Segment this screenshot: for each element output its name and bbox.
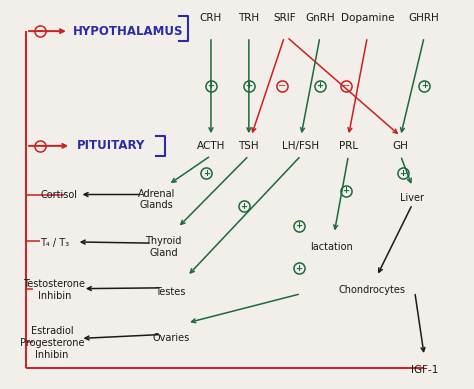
Text: HYPOTHALAMUS: HYPOTHALAMUS [73,25,183,38]
Text: SRIF: SRIF [273,12,296,23]
Text: Chondrocytes: Chondrocytes [338,285,406,295]
Text: TSH: TSH [238,141,259,151]
Text: Thyroid
Gland: Thyroid Gland [146,236,182,258]
Text: LH/FSH: LH/FSH [283,141,319,151]
Text: +: + [317,81,323,90]
Text: ACTH: ACTH [197,141,225,151]
Text: IGF-1: IGF-1 [410,364,438,375]
Text: Liver: Liver [401,193,424,203]
Text: +: + [295,264,302,273]
Text: GH: GH [392,141,409,151]
Text: PRL: PRL [339,141,358,151]
Text: Cortisol: Cortisol [41,189,78,200]
Text: +: + [295,221,302,230]
Text: GHRH: GHRH [409,12,439,23]
Text: TRH: TRH [238,12,259,23]
Text: T₄ / T₃: T₄ / T₃ [40,238,69,248]
Text: Testes: Testes [155,287,186,297]
Text: +: + [241,202,247,211]
Text: Ovaries: Ovaries [152,333,189,343]
Text: PITUITARY: PITUITARY [77,139,146,152]
Text: +: + [208,81,214,90]
Text: −: − [278,81,286,91]
Text: +: + [203,168,210,178]
Text: Dopamine: Dopamine [341,12,394,23]
Text: +: + [400,168,406,178]
Text: CRH: CRH [200,12,222,23]
Text: Estradiol
Progesterone
Inhibin: Estradiol Progesterone Inhibin [20,326,84,360]
Text: lactation: lactation [310,242,353,252]
Text: +: + [343,186,349,195]
Text: +: + [421,81,428,90]
Text: −: − [342,81,350,91]
Text: −: − [36,26,45,36]
Text: −: − [36,141,45,151]
Text: +: + [246,81,252,90]
Text: Adrenal
Glands: Adrenal Glands [138,189,175,210]
Text: Testosterone
Inhibin: Testosterone Inhibin [24,279,85,301]
Text: GnRH: GnRH [305,12,335,23]
